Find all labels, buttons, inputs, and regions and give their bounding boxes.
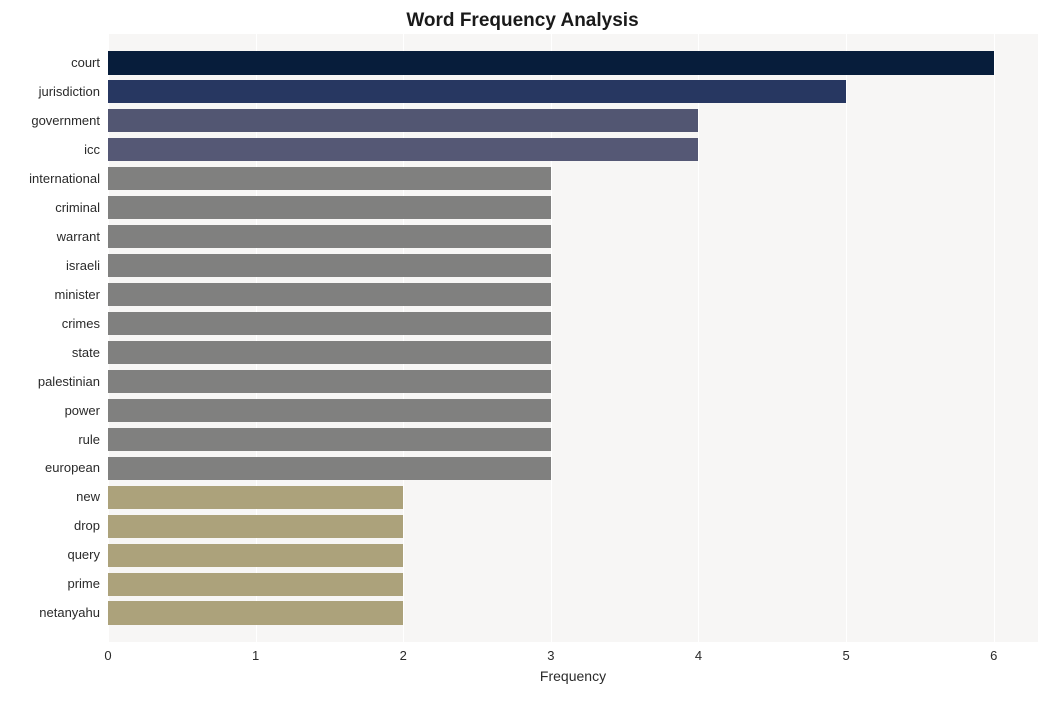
- y-axis-tick-label: jurisdiction: [39, 84, 100, 99]
- y-axis-tick-label: criminal: [55, 200, 100, 215]
- bar: [108, 225, 551, 248]
- bar: [108, 196, 551, 219]
- x-axis-tick-label: 6: [990, 648, 997, 663]
- plot-area: [108, 34, 1038, 642]
- gridline: [698, 34, 699, 642]
- gridline: [846, 34, 847, 642]
- bar: [108, 80, 846, 103]
- bar: [108, 601, 403, 624]
- y-axis-tick-label: prime: [67, 576, 100, 591]
- bar: [108, 167, 551, 190]
- y-axis-tick-label: icc: [84, 142, 100, 157]
- bar: [108, 254, 551, 277]
- bar: [108, 428, 551, 451]
- x-axis-tick-label: 4: [695, 648, 702, 663]
- bar: [108, 138, 698, 161]
- chart-root: Word Frequency Analysis court jurisdictio…: [0, 0, 1045, 701]
- bar: [108, 544, 403, 567]
- bar: [108, 486, 403, 509]
- bar: [108, 312, 551, 335]
- bar: [108, 283, 551, 306]
- y-axis-tick-label: international: [29, 171, 100, 186]
- y-axis-tick-label: query: [67, 547, 100, 562]
- y-axis-tick-label: minister: [54, 287, 100, 302]
- y-axis-tick-label: netanyahu: [39, 605, 100, 620]
- bar: [108, 399, 551, 422]
- bar: [108, 370, 551, 393]
- x-axis-tick-label: 1: [252, 648, 259, 663]
- bar: [108, 515, 403, 538]
- x-axis-tick-label: 3: [547, 648, 554, 663]
- x-axis-title: Frequency: [108, 668, 1038, 684]
- gridline: [994, 34, 995, 642]
- y-axis-tick-label: power: [65, 403, 100, 418]
- bar: [108, 457, 551, 480]
- x-axis-tick-label: 0: [104, 648, 111, 663]
- y-axis-tick-label: government: [31, 113, 100, 128]
- bar: [108, 341, 551, 364]
- y-axis-tick-label: new: [76, 489, 100, 504]
- bar: [108, 51, 994, 74]
- y-axis-tick-label: court: [71, 55, 100, 70]
- y-axis-tick-label: drop: [74, 518, 100, 533]
- x-axis-tick-label: 2: [400, 648, 407, 663]
- y-axis-tick-label: state: [72, 345, 100, 360]
- y-axis-tick-label: rule: [78, 432, 100, 447]
- chart-title: Word Frequency Analysis: [0, 10, 1045, 32]
- y-axis-tick-label: israeli: [66, 258, 100, 273]
- bar: [108, 573, 403, 596]
- bar: [108, 109, 698, 132]
- y-axis-tick-label: crimes: [62, 316, 100, 331]
- y-axis-tick-label: european: [45, 460, 100, 475]
- x-axis-tick-label: 5: [842, 648, 849, 663]
- y-axis-tick-label: warrant: [57, 229, 100, 244]
- y-axis-tick-label: palestinian: [38, 374, 100, 389]
